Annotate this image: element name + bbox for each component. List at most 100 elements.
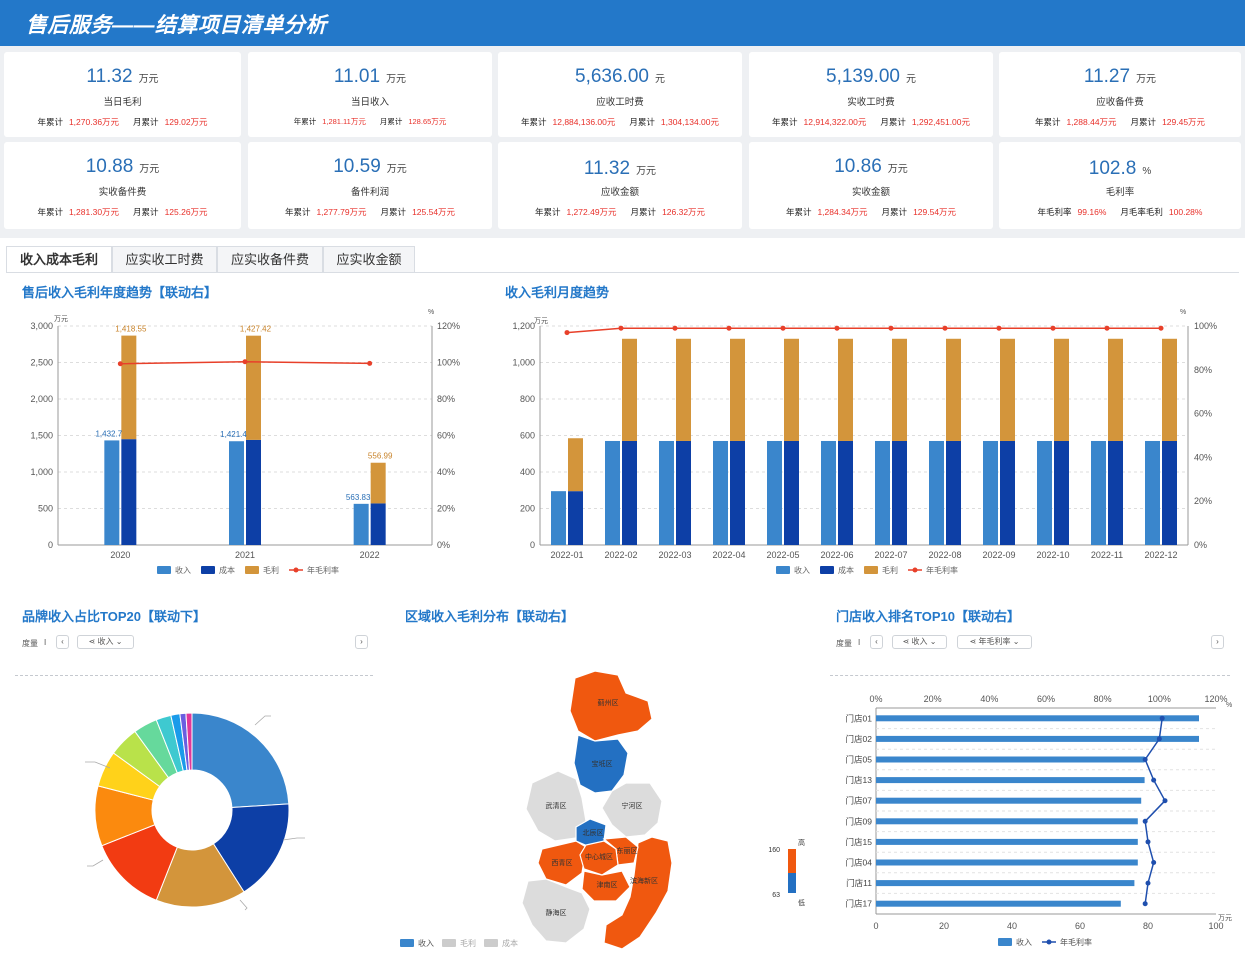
margin-point — [1151, 860, 1157, 865]
bar-cost — [946, 440, 961, 545]
section-title-region: 区域收入毛利分布【联动右】 — [405, 609, 575, 624]
bar-profit — [568, 438, 583, 492]
legend-dot-icon — [912, 567, 918, 573]
bar-income — [876, 838, 1138, 845]
kpi-label: 备件利润 — [350, 187, 389, 198]
leader-line — [282, 837, 305, 841]
y2-tick-label: 40% — [437, 467, 455, 477]
margin-point — [672, 325, 678, 331]
y-unit-label: 万元 — [534, 317, 548, 325]
brand-measure-sep: I — [44, 638, 47, 647]
kpi-unit: 元 — [905, 74, 916, 85]
legend-swatch — [776, 566, 790, 574]
margin-line — [1144, 718, 1166, 904]
kpi-card-daily-income: 11.01 万元 当日收入 年累计 1,281.11万元 月累计 128.65万元 — [248, 52, 492, 137]
legend-label: 年毛利率 — [1060, 937, 1092, 947]
brand-prev-button[interactable]: ‹ — [56, 635, 69, 649]
x-tick-label: 2022-08 — [928, 550, 961, 560]
y-tick-label: 1,000 — [512, 358, 535, 368]
x-tick-label: 2022-07 — [874, 550, 907, 560]
tab-parts-fee[interactable]: 应实收备件费 — [217, 246, 323, 272]
x-tick-label: 2022-12 — [1144, 550, 1177, 560]
x-tick-label: 2022-03 — [658, 550, 691, 560]
bar-profit — [892, 338, 907, 441]
kpi-value: 11.27 — [1083, 66, 1131, 87]
bar-income — [876, 818, 1138, 825]
margin-point — [780, 325, 786, 331]
map-region — [573, 734, 629, 794]
y2-tick-label: 0% — [437, 540, 450, 550]
store-measure-label: 度量 — [836, 639, 852, 648]
x2-unit-label: % — [1226, 702, 1232, 709]
tab-labor-fee[interactable]: 应实收工时费 — [112, 246, 217, 272]
kpi-value: 10.59 — [333, 156, 381, 177]
brand-next-button[interactable]: › — [355, 635, 368, 649]
y2-tick-label: 20% — [437, 504, 455, 514]
x-tick-label: 2022-05 — [766, 550, 799, 560]
brand-share-donut — [85, 712, 305, 911]
x-tick-label: 100 — [1208, 921, 1223, 931]
x-tick-label: 2022-09 — [982, 550, 1015, 560]
store-measure-select-2[interactable]: ⋖ 年毛利率 ⌄ — [957, 635, 1032, 649]
map-region — [603, 836, 673, 950]
legend-swatch — [820, 566, 834, 574]
tab-income-cost-profit[interactable]: 收入成本毛利 — [6, 246, 112, 272]
y2-tick-label: 60% — [1194, 409, 1212, 419]
legend-swatch — [864, 566, 878, 574]
margin-point — [996, 325, 1002, 331]
map-region-label: 滨海新区 — [630, 876, 658, 885]
margin-point — [1142, 818, 1148, 824]
y2-unit-label: % — [428, 309, 434, 316]
legend-swatch — [442, 939, 456, 947]
margin-point — [1162, 798, 1168, 804]
bar-cost — [1000, 440, 1015, 545]
margin-point — [1142, 901, 1148, 907]
y-tick-label: 门店01 — [846, 713, 873, 723]
kpi-unit: 万元 — [386, 74, 407, 85]
y2-tick-label: 60% — [437, 431, 455, 441]
visual-map-low-label: 低 — [798, 898, 805, 907]
kpi-card-receivable-labor: 5,636.00 元 应收工时费 年累计 12,884,136.00元 月累计 1,30… — [498, 52, 742, 137]
map-region-label: 宁河区 — [622, 801, 643, 810]
y-tick-label: 2,000 — [30, 394, 53, 404]
kpi-value: 11.32 — [86, 66, 133, 87]
margin-point — [1050, 325, 1056, 331]
section-title-monthly: 收入毛利月度趋势 — [505, 285, 610, 300]
bar-income — [876, 735, 1199, 742]
y2-tick-label: 0% — [1194, 540, 1207, 550]
store-prev-button[interactable]: ‹ — [870, 635, 883, 649]
store-next-button[interactable]: › — [1211, 635, 1224, 649]
bar-cost — [730, 440, 745, 545]
kpi-sub: 年累计 12,914,322.00元 月累计 1,292,451.00元 — [771, 117, 971, 127]
legend-label: 毛利 — [263, 565, 279, 575]
tab-amount[interactable]: 应实收金额 — [323, 246, 415, 272]
margin-point — [726, 325, 732, 331]
y2-tick-label: 120% — [437, 321, 460, 331]
bar-income — [876, 756, 1145, 763]
kpi-card-received-amount: 10.86 万元 实收金额 年累计 1,284.34万元 月累计 129.54万元 — [749, 142, 993, 229]
y-tick-label: 门店07 — [846, 796, 873, 806]
margin-point — [564, 330, 570, 336]
brand-measure-select[interactable]: ⋖ 收入 ⌄ — [77, 635, 134, 649]
kpi-label: 应收金额 — [600, 187, 639, 198]
share-icon: ⋖ — [969, 637, 977, 646]
margin-point — [834, 325, 840, 331]
legend-dot-icon — [293, 567, 299, 573]
store-measure-select-1[interactable]: ⋖ 收入 ⌄ — [892, 635, 947, 649]
map-region-label: 西青区 — [552, 858, 573, 867]
y-tick-label: 门店04 — [846, 858, 873, 868]
kpi-unit: 元 — [654, 74, 665, 85]
map-region — [579, 840, 619, 876]
bar-income — [875, 440, 890, 545]
brand-divider — [15, 675, 373, 676]
visual-map-low-swatch — [788, 873, 796, 893]
map-region — [601, 782, 663, 838]
map-region-label: 蓟州区 — [598, 698, 619, 707]
x2-tick-label: 40% — [980, 694, 998, 704]
income-data-label: 563.83 — [346, 493, 371, 502]
bar-income — [876, 777, 1145, 784]
main-panel: 收入成本毛利 应实收工时费 应实收备件费 应实收金额 售后收入毛利年度趋势【联动… — [0, 238, 1245, 963]
legend-label: 毛利 — [882, 565, 898, 575]
y-tick-label: 3,000 — [30, 321, 53, 331]
